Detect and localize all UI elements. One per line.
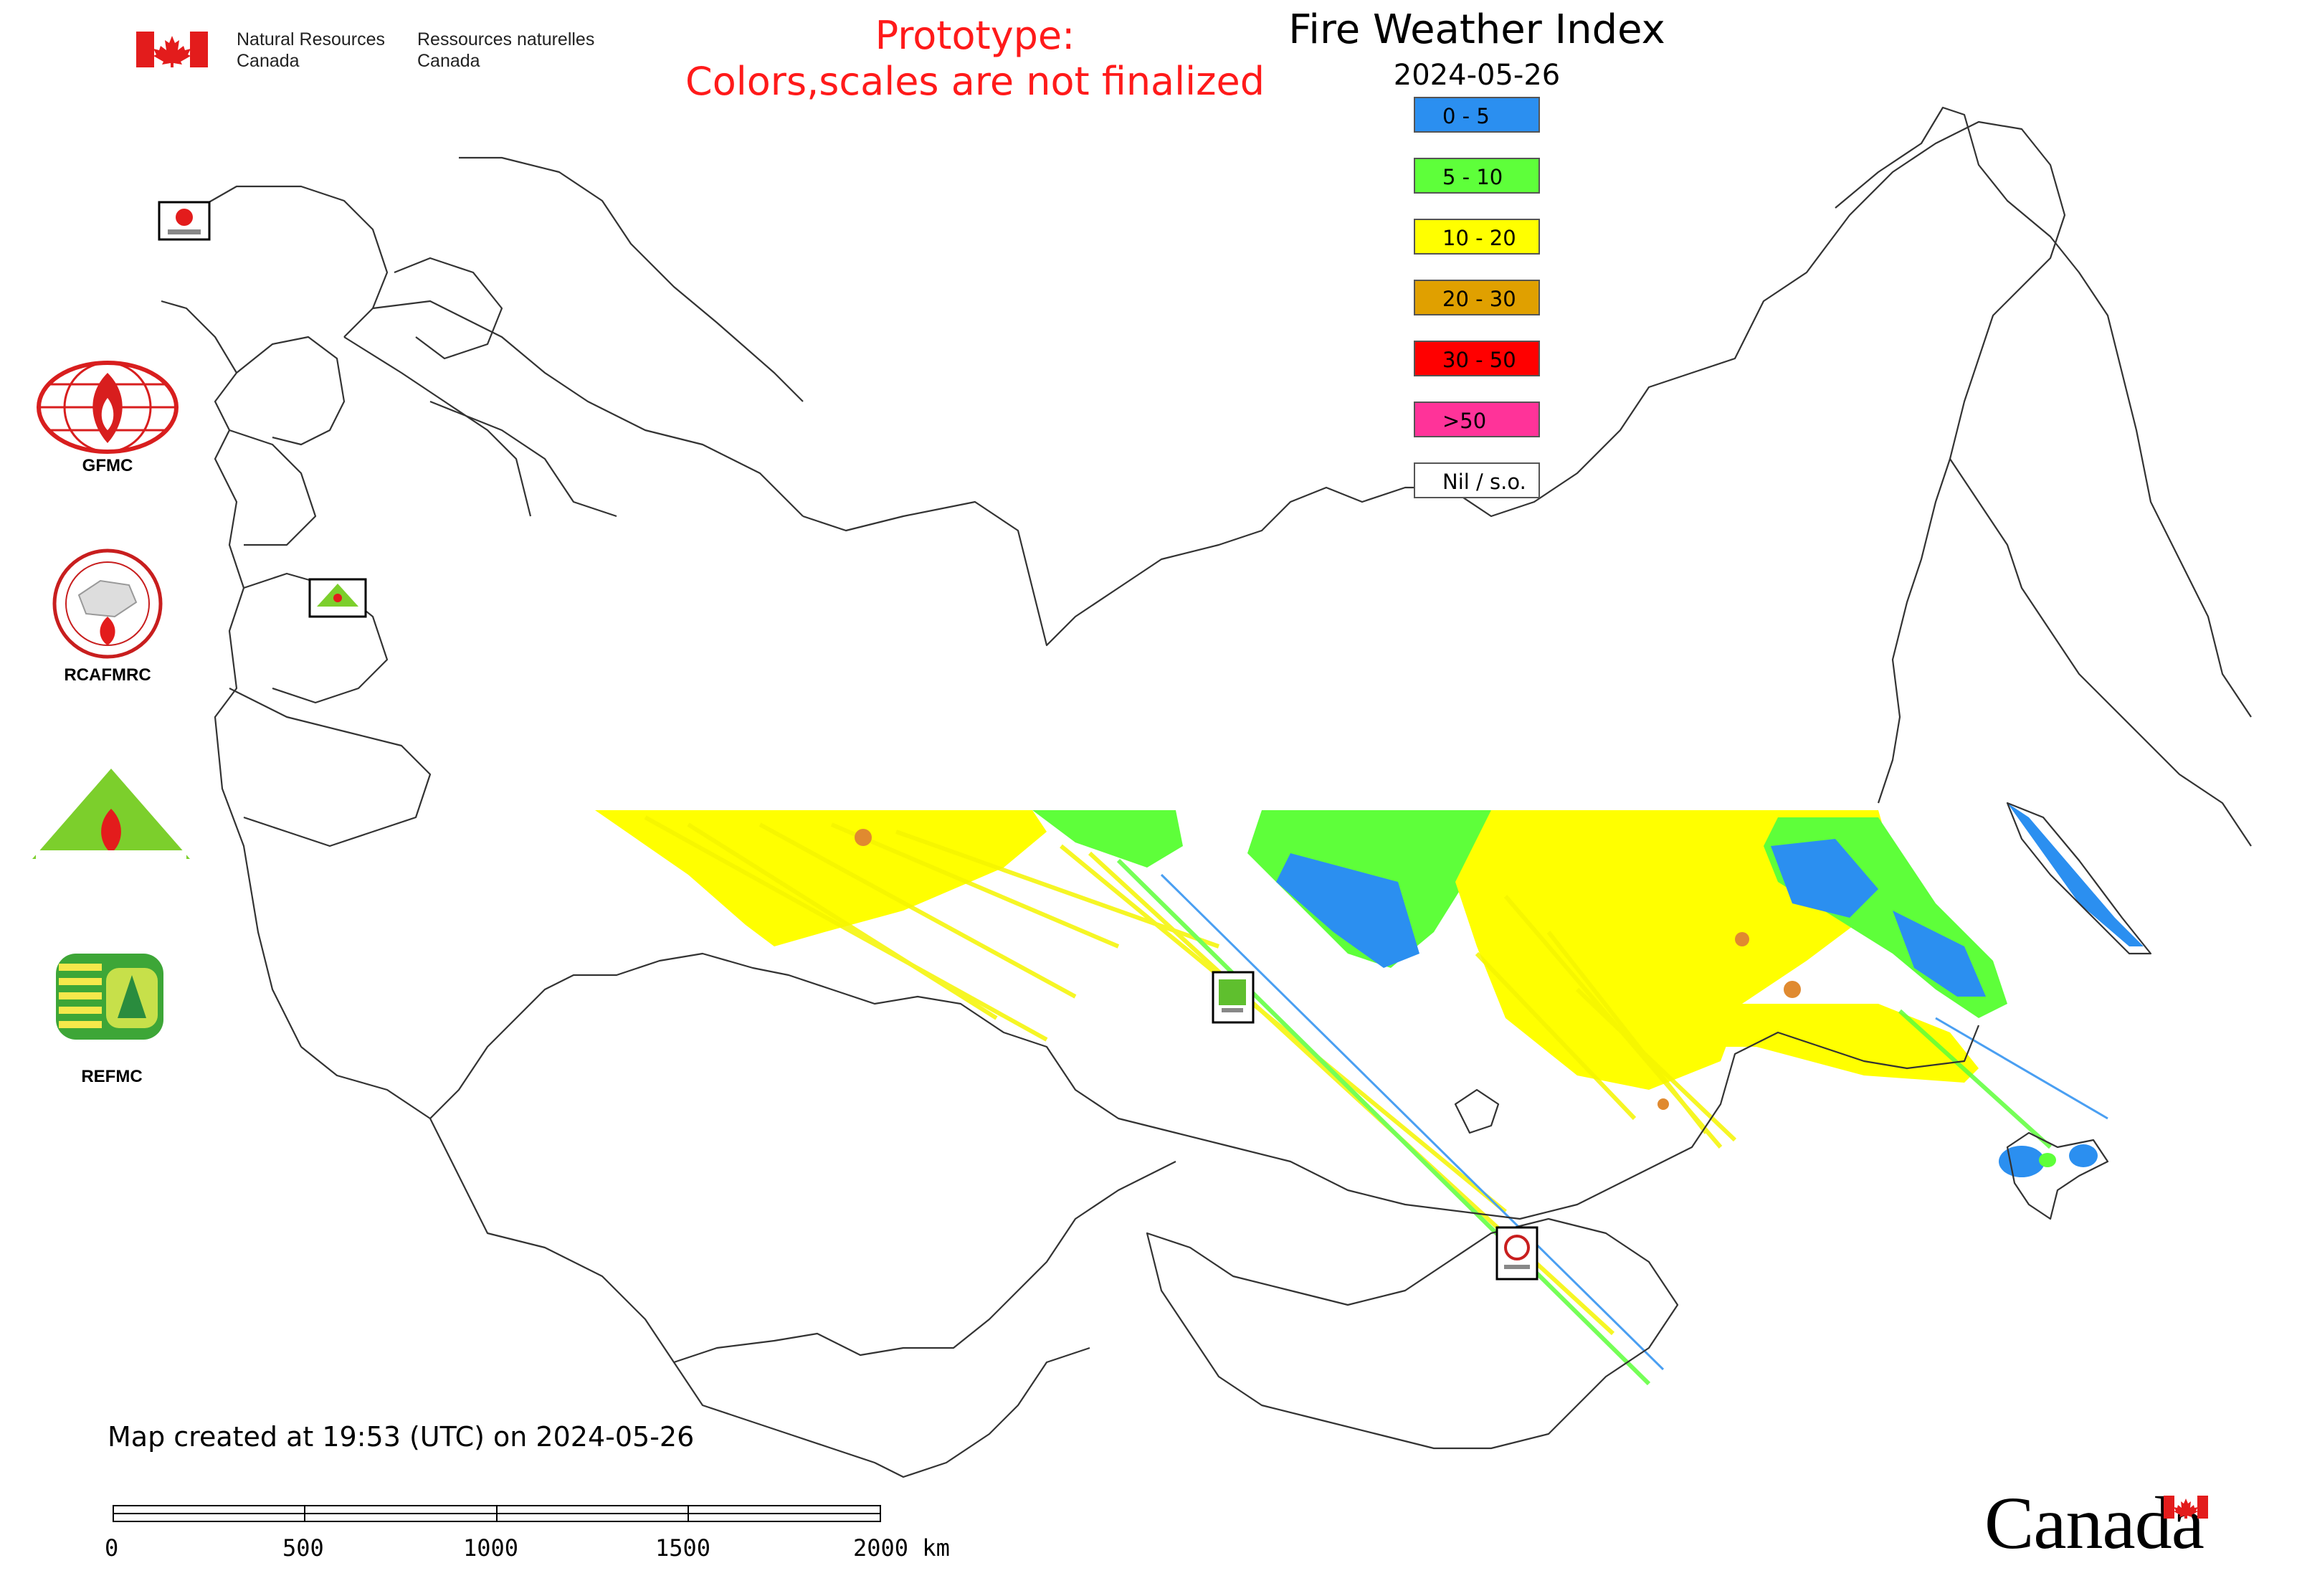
fwi-region-west-yellow — [595, 810, 1047, 946]
map-date: 2024-05-26 — [1393, 59, 1561, 92]
prototype-notice: Prototype: Colors,scales are not finaliz… — [631, 13, 1319, 105]
outline-novaya-zemlya — [459, 156, 804, 402]
canada-flag-icon — [136, 32, 208, 67]
scale-label-1500: 1500 — [655, 1534, 711, 1562]
legend-item: 5 - 10 — [1414, 158, 1540, 194]
legend-item: >50 — [1414, 402, 1540, 437]
outline-mongolia — [1146, 1217, 1679, 1450]
scale-label-0: 0 — [105, 1534, 119, 1562]
map-created-timestamp: Map created at 19:53 (UTC) on 2024-05-26 — [108, 1421, 695, 1453]
fwi-region-hokkaido-west — [1999, 1146, 2045, 1177]
fwi-streaks-east — [1475, 895, 2108, 1149]
outline-chukotka — [1835, 106, 2252, 718]
outline-belarus — [243, 572, 389, 704]
gfmc-logo-icon — [37, 361, 179, 454]
outline-central-asia — [673, 1346, 1090, 1478]
outline-southern-border — [300, 952, 1980, 1220]
map-marker-refmc[interactable] — [1212, 971, 1255, 1024]
fwi-region-hokkaido-east — [2069, 1144, 2098, 1167]
logo-gfmc: GFMC — [29, 358, 186, 488]
fwi-region-west-green — [1032, 810, 1183, 868]
department-country-en: Canada — [237, 51, 300, 71]
scale-label-500: 500 — [282, 1534, 324, 1562]
outline-hokkaido — [2006, 1131, 2109, 1220]
outline-scandinavia — [161, 300, 302, 1048]
fwi-region-central-blue — [1276, 853, 1419, 968]
rcafmrc-caption: RCAFMRC — [64, 665, 151, 685]
fwi-region-south-yellow — [1685, 1004, 1979, 1083]
map-marker-reefmc[interactable] — [308, 578, 367, 618]
reefmc-logo-icon — [32, 769, 190, 872]
rcafmrc-logo-icon — [52, 548, 163, 659]
refmc-logo-icon — [56, 954, 163, 1040]
government-signature: Natural Resources Canada Ressources natu… — [136, 27, 609, 77]
refmc-caption: REFMC — [81, 1067, 143, 1086]
department-country-fr: Canada — [417, 51, 480, 71]
outline-ukraine — [229, 688, 432, 847]
outline-finland — [236, 336, 346, 446]
outline-baltics — [229, 429, 317, 546]
prototype-notice-line2: Colors,scales are not finalized — [685, 59, 1265, 104]
map-marker-gfmc[interactable] — [158, 201, 211, 241]
outline-arctic-coast — [802, 120, 2066, 804]
fwi-hotspot-east-2 — [1735, 932, 1749, 946]
fwi-region-sakhalin — [2007, 803, 2144, 946]
outline-internal-2 — [343, 336, 532, 517]
outline-kazakhstan — [429, 1118, 1176, 1364]
outline-sakhalin — [2006, 802, 2152, 955]
legend-item: 10 - 20 — [1414, 219, 1540, 255]
legend-item: 30 - 50 — [1414, 341, 1540, 376]
fwi-hotspot-east-3 — [1657, 1098, 1669, 1110]
outline-barents-coast — [372, 300, 804, 517]
fwi-data-layer — [595, 803, 2144, 1386]
logo-rcafmrc: RCAFMRC — [29, 545, 186, 688]
gfmc-caption: GFMC — [82, 456, 133, 475]
outline-lake-baikal — [1454, 1088, 1500, 1134]
outline-kamchatka — [1949, 458, 2252, 847]
legend-item: 20 - 30 — [1414, 280, 1540, 315]
map-marker-rcafmrc[interactable] — [1495, 1226, 1538, 1281]
map-outlines — [161, 106, 2252, 1478]
logo-refmc: REFMC — [49, 946, 192, 1090]
department-name-en: Natural Resources — [237, 29, 386, 49]
fwi-region-east-blue — [1771, 839, 1878, 918]
fwi-hotspot-west — [855, 829, 872, 846]
legend-item: 0 - 5 — [1414, 97, 1540, 133]
scale-bar: 0 500 1000 1500 2000 km — [93, 1498, 997, 1570]
prototype-notice-line1: Prototype: — [875, 13, 1075, 58]
fwi-hotspot-east-1 — [1784, 981, 1801, 998]
map-title: Fire Weather Index — [1288, 6, 1665, 53]
legend-item: Nil / s.o. — [1414, 462, 1540, 498]
logo-reefmc — [29, 766, 194, 880]
scale-bar-graphic — [113, 1505, 881, 1522]
outline-internal-1 — [429, 400, 617, 518]
department-name-fr: Ressources naturelles — [417, 29, 595, 49]
fwi-region-east-blue-2 — [1893, 911, 1986, 997]
scale-label-1000: 1000 — [463, 1534, 519, 1562]
outline-white-sea — [394, 257, 503, 360]
outline-kola — [186, 185, 389, 338]
wordmark-flag-icon — [2164, 1496, 2208, 1519]
scale-label-2000: 2000 km — [853, 1534, 950, 1562]
fwi-region-hokkaido-green — [2039, 1153, 2056, 1167]
